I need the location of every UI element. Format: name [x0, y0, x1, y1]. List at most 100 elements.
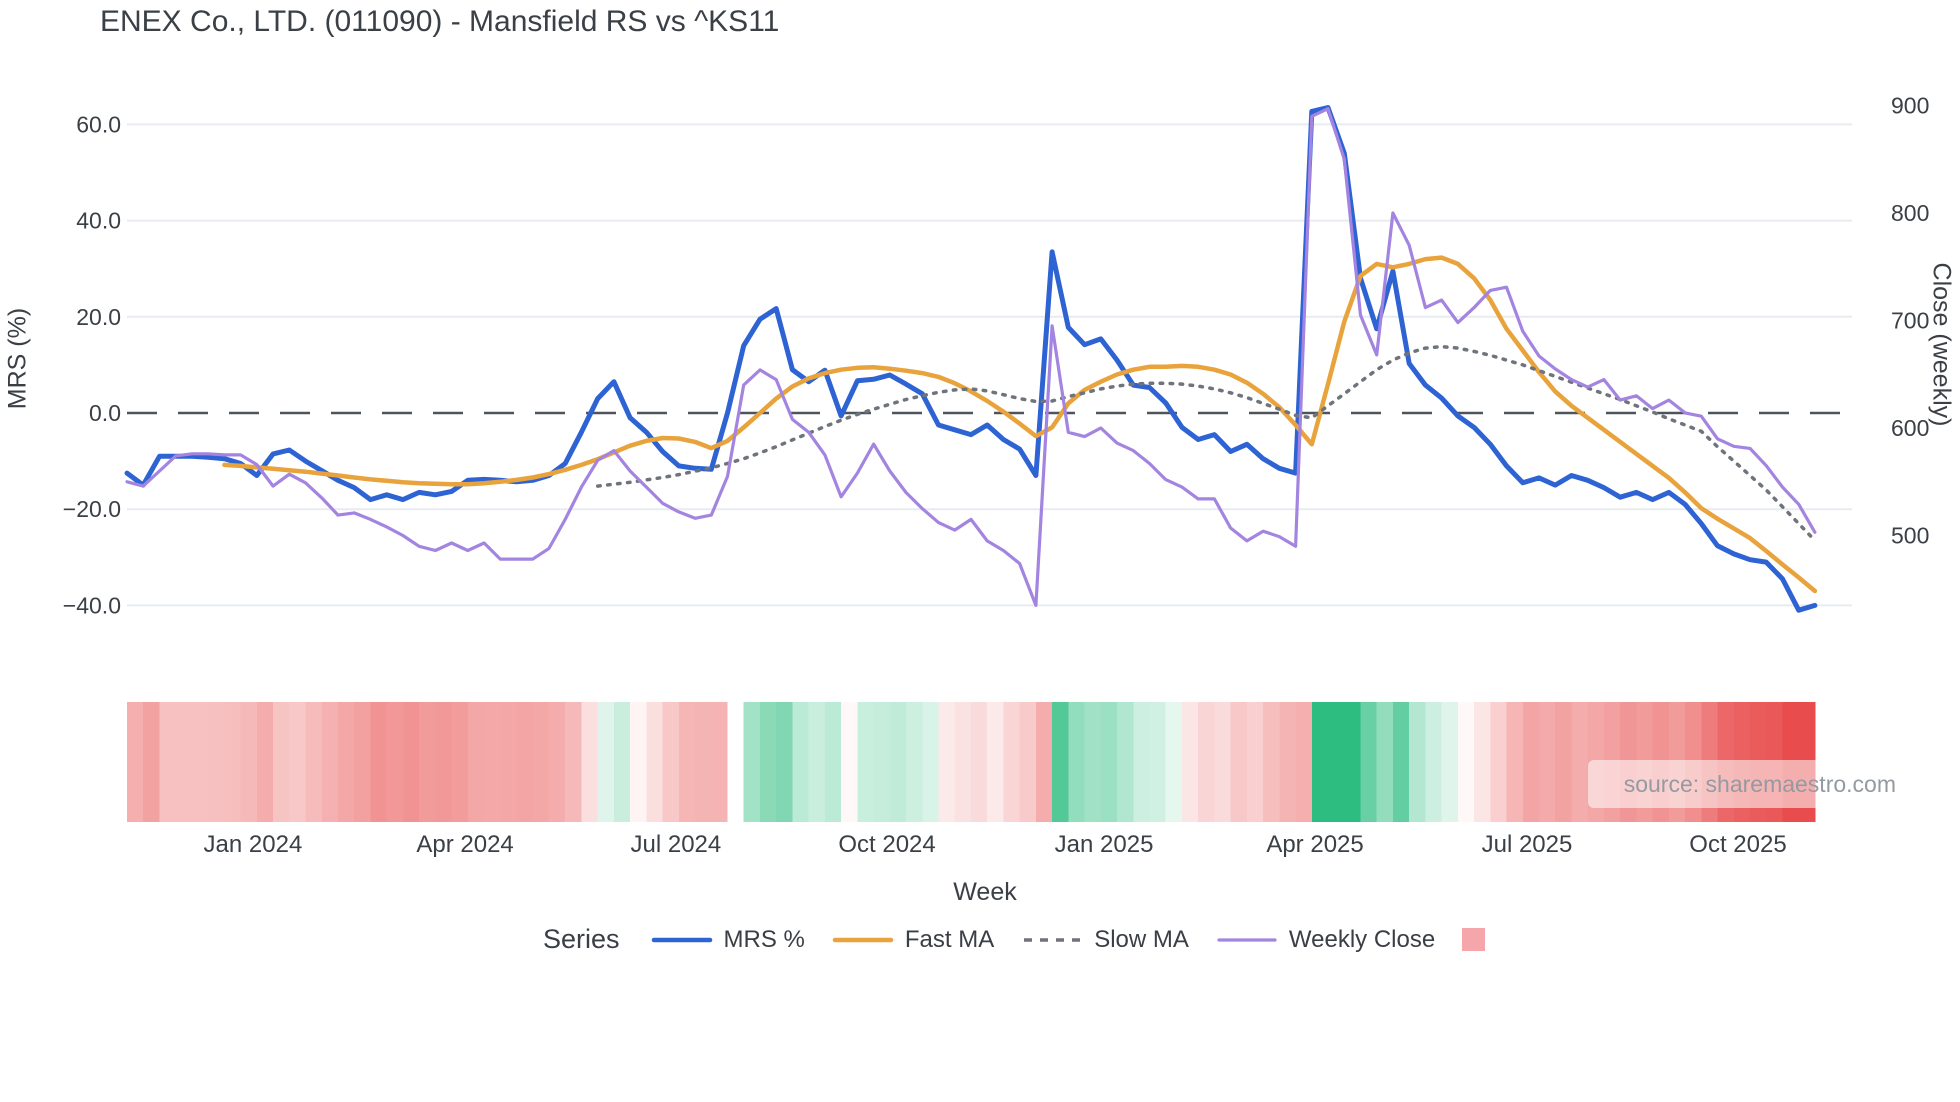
- heatmap-cell: [1425, 702, 1443, 822]
- y-left-tick-label: 40.0: [76, 208, 121, 234]
- x-tick-label: Jul 2024: [631, 831, 722, 858]
- slow-ma-dotted-line-icon: [1024, 937, 1081, 942]
- heatmap-cell: [1198, 702, 1216, 822]
- heatmap-cell: [500, 702, 518, 822]
- heatmap-cell: [419, 702, 436, 822]
- heatmap-cell: [1344, 702, 1362, 822]
- heatmap-cell: [1149, 702, 1167, 822]
- heatmap-cell: [370, 702, 388, 822]
- heatmap-cell: [646, 702, 664, 822]
- heatmap-cell: [841, 702, 858, 822]
- series-line-fast-ma: [222, 255, 1818, 594]
- heatmap-cell: [630, 702, 647, 822]
- y-axis-title-left: MRS (%): [3, 307, 32, 410]
- legend-heatmap-swatch: [1462, 928, 1486, 951]
- legend-item-label: MRS %: [723, 925, 805, 953]
- heatmap-cell: [1409, 702, 1426, 822]
- heatmap-cell: [337, 702, 355, 822]
- heatmap-cell: [889, 702, 907, 822]
- legend-item-fast-ma: Fast MA: [832, 926, 994, 954]
- heatmap-cell: [662, 702, 680, 822]
- heatmap-cell: [922, 702, 940, 822]
- heatmap-cell: [1165, 702, 1183, 822]
- y-right-tick-label: 500: [1891, 523, 1929, 549]
- heatmap-cell: [1328, 702, 1345, 822]
- heatmap-cell: [1133, 702, 1151, 822]
- heatmap-cell: [451, 702, 469, 822]
- y-left-tick-label: 0.0: [89, 400, 121, 426]
- chart-title: ENEX Co., LTD. (011090) - Mansfield RS v…: [100, 5, 780, 38]
- y-left-tick-label: 20.0: [76, 304, 121, 330]
- heatmap-cell: [1392, 702, 1410, 822]
- heatmap-cell: [1376, 702, 1394, 822]
- heatmap-cell: [1068, 702, 1086, 822]
- heatmap-cell: [613, 702, 631, 822]
- heatmap-cell: [808, 702, 826, 822]
- series-line-weekly-close: [125, 107, 1817, 607]
- heatmap-cell: [695, 702, 712, 822]
- heatmap-cell: [305, 702, 323, 822]
- heatmap-cell: [1035, 702, 1053, 822]
- heatmap-cell: [987, 702, 1005, 822]
- heatmap-cell: [565, 702, 583, 822]
- x-axis-title: Week: [953, 878, 1017, 906]
- heatmap-cell: [402, 702, 420, 822]
- heatmap-cell: [1506, 702, 1524, 822]
- x-tick-label: Jul 2025: [1482, 831, 1573, 858]
- heatmap-cell: [1263, 702, 1280, 822]
- heatmap-cell: [954, 702, 972, 822]
- y-right-tick-label: 600: [1891, 415, 1929, 441]
- legend: Series MRS % Fast MA Slow MA Weekly Clos…: [543, 924, 1486, 955]
- heatmap-cell: [678, 702, 696, 822]
- heatmap-cell: [776, 702, 794, 822]
- y-left-tick-label: 60.0: [76, 111, 121, 137]
- series-line-slow-ma: [595, 344, 1817, 543]
- heatmap-cell: [1490, 702, 1508, 822]
- heatmap-cell: [1474, 702, 1491, 822]
- heatmap-cell: [970, 702, 988, 822]
- x-tick-label: Apr 2024: [416, 831, 513, 858]
- legend-item-label: Slow MA: [1094, 925, 1189, 953]
- heatmap-cell: [532, 702, 550, 822]
- heatmap-cell: [435, 702, 453, 822]
- heatmap-cell: [127, 702, 144, 822]
- heatmap-cell: [743, 702, 761, 822]
- heatmap-cell: [1555, 702, 1573, 822]
- heatmap-cell: [1100, 702, 1118, 822]
- weekly-close-line-icon: [1217, 937, 1277, 942]
- heatmap-cell: [191, 702, 209, 822]
- heatmap-cell: [1457, 702, 1475, 822]
- heatmap-cell: [224, 702, 242, 822]
- heatmap-cell: [354, 702, 372, 822]
- heatmap-cell: [143, 702, 161, 822]
- heatmap-cell: [873, 702, 891, 822]
- legend-title: Series: [543, 924, 620, 954]
- heatmap-cell: [1214, 702, 1232, 822]
- heatmap-cell: [386, 702, 404, 822]
- legend-item-label: Weekly Close: [1288, 925, 1436, 953]
- y-axis-title-right: Close (weekly): [1927, 262, 1956, 427]
- heatmap-cell: [256, 702, 274, 822]
- heatmap-cell: [759, 702, 777, 822]
- heatmap-cell: [484, 702, 501, 822]
- y-right-tick-label: 900: [1891, 93, 1929, 119]
- watermark-text: source: sharemaestro.com: [1623, 771, 1896, 797]
- mrs-line-icon: [651, 937, 712, 942]
- heatmap-cell: [1052, 702, 1069, 822]
- fast-ma-line-icon: [832, 937, 894, 942]
- x-tick-label: Apr 2025: [1266, 831, 1363, 858]
- heatmap-cell: [1230, 702, 1248, 822]
- y-left-tick-label: −40.0: [63, 592, 121, 618]
- heatmap-cell: [1441, 702, 1459, 822]
- heatmap-cell: [208, 702, 225, 822]
- heatmap-cell: [1279, 702, 1297, 822]
- watermark: source: sharemaestro.com: [1588, 760, 1900, 808]
- heatmap-cell: [467, 702, 485, 822]
- heatmap-cell: [1522, 702, 1540, 822]
- heatmap-cell: [1003, 702, 1021, 822]
- x-tick-label: Jan 2024: [204, 831, 303, 858]
- heatmap-cell: [1246, 702, 1264, 822]
- y-right-tick-label: 800: [1891, 200, 1929, 226]
- y-left-tick-label: −20.0: [63, 496, 121, 522]
